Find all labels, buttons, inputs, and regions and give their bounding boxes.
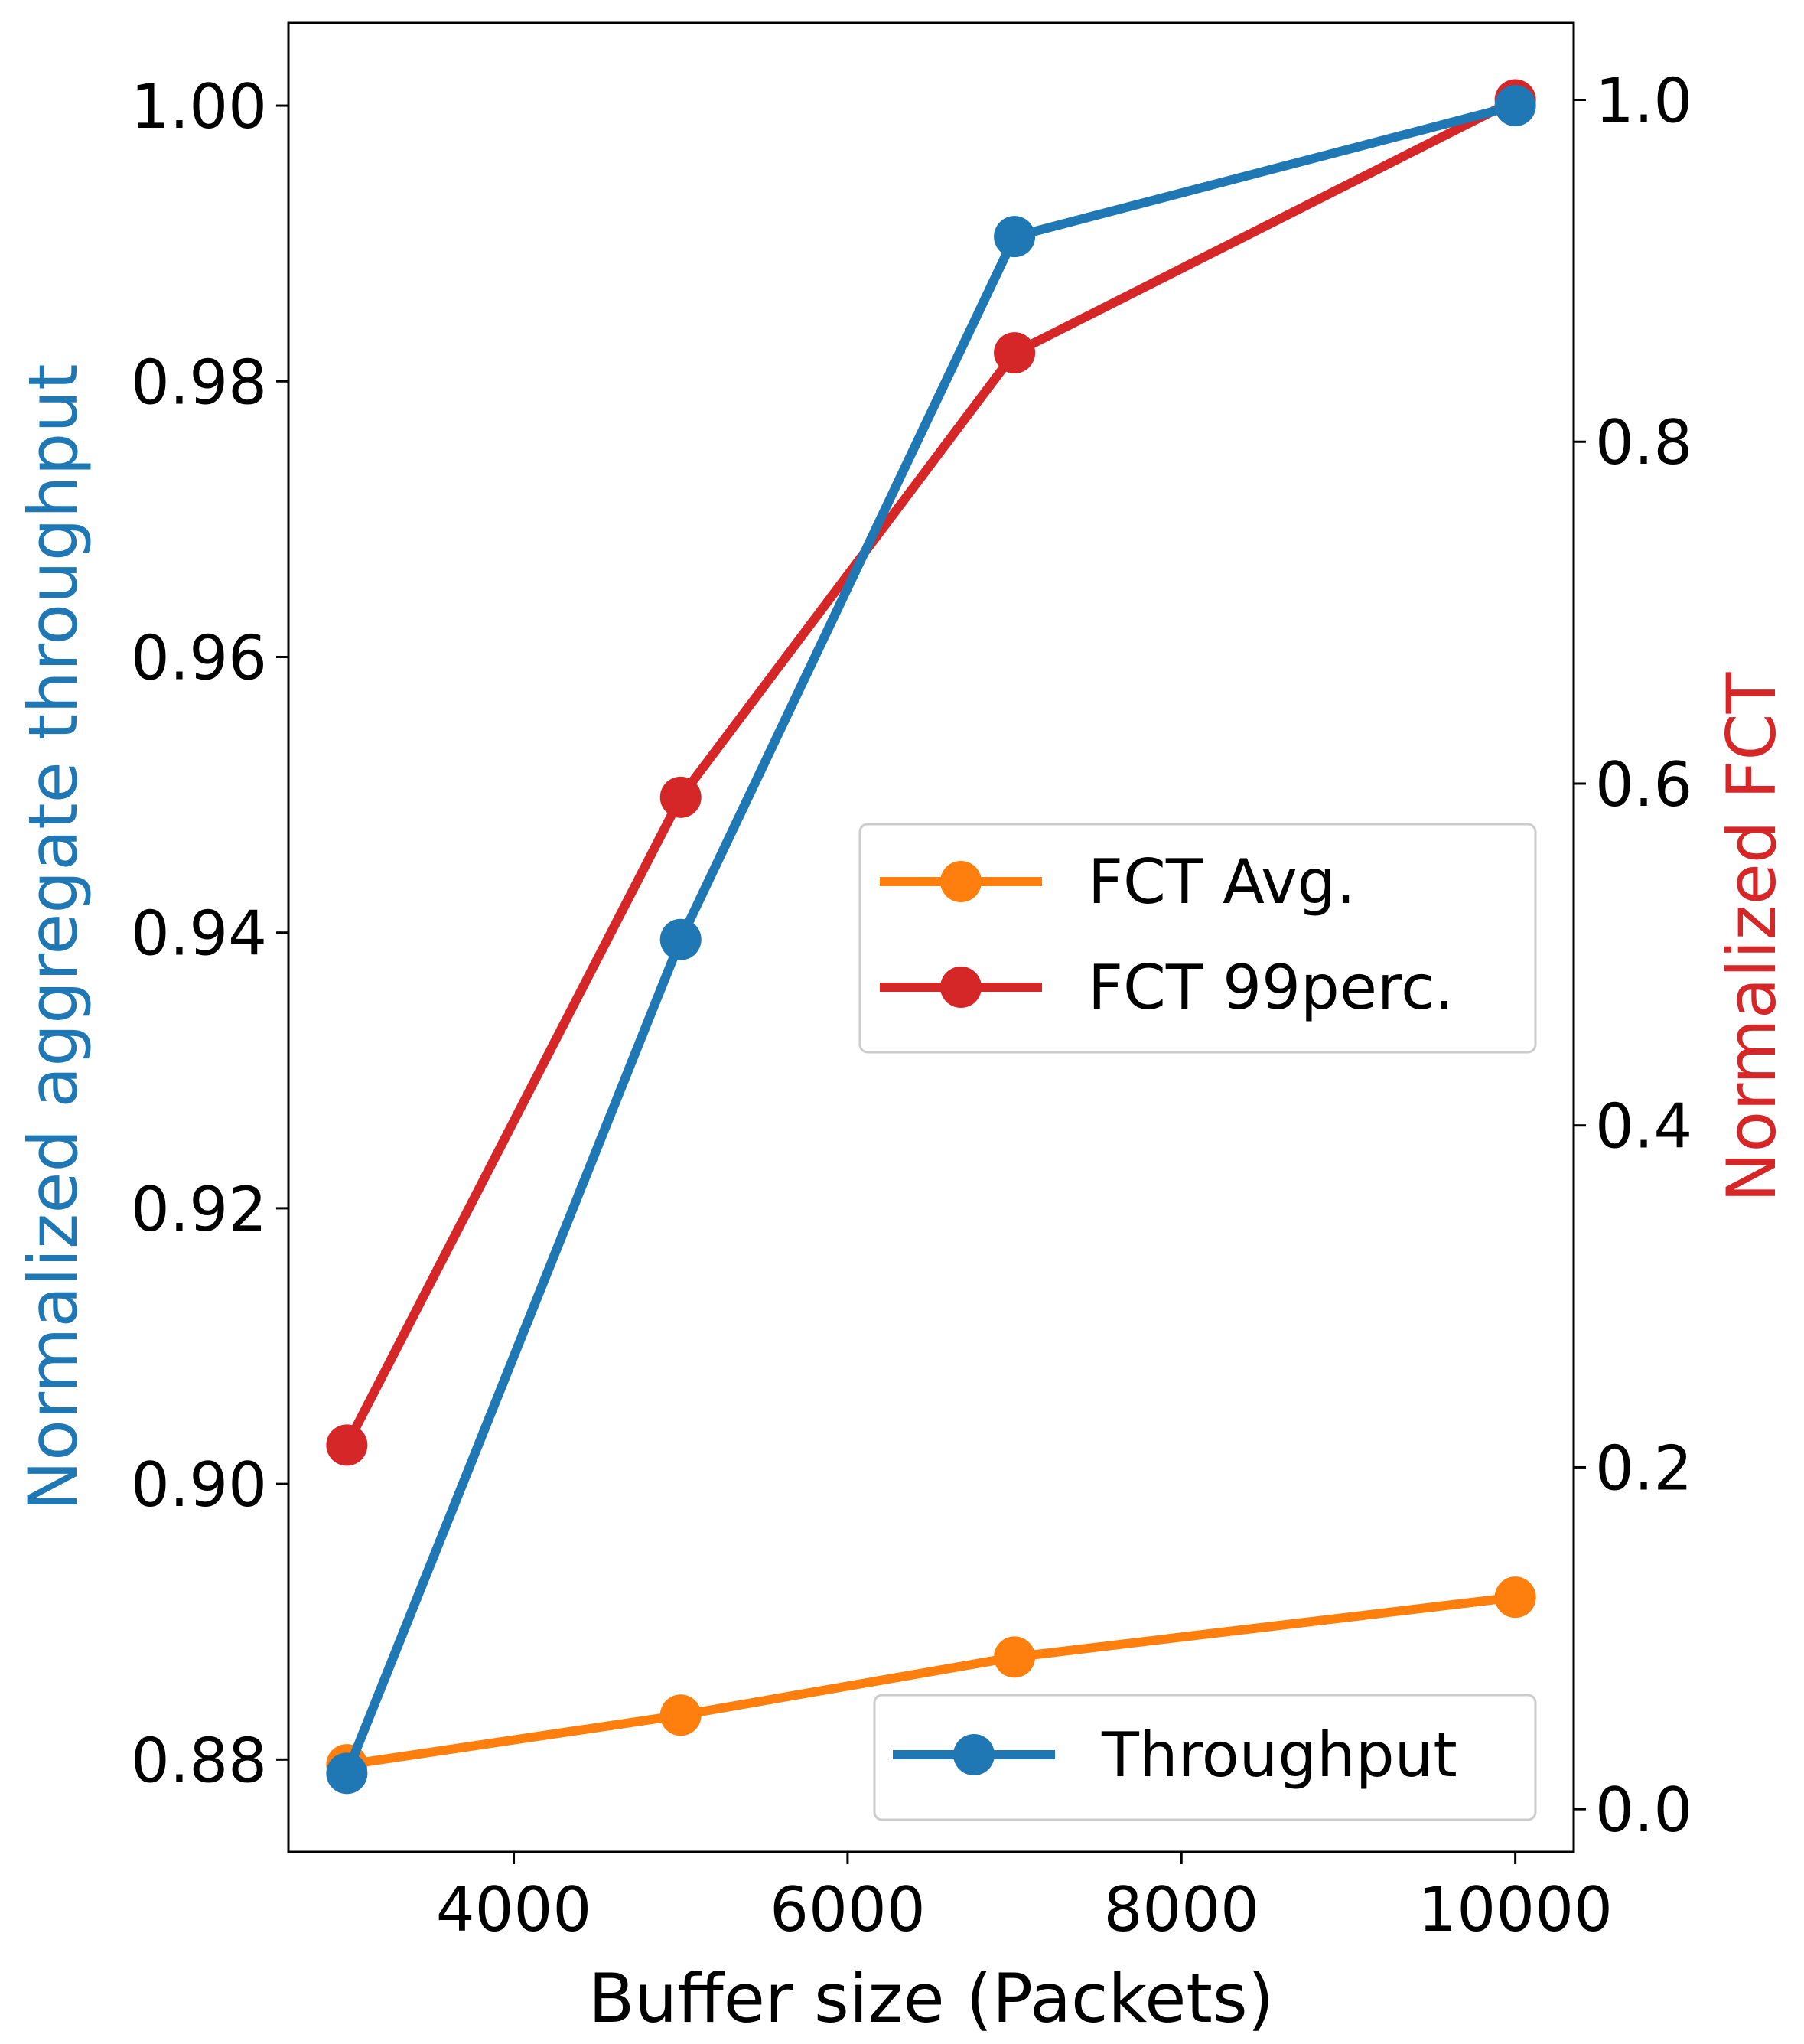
x-axis-ticks: 4000 6000 8000 10000 [436, 1852, 1613, 1945]
data-point-fct-99perc [326, 1424, 368, 1466]
legend-throughput-marker [953, 1734, 995, 1775]
data-point-throughput [1494, 85, 1536, 127]
series-line-throughput [342, 101, 1517, 1775]
data-point-fct-avg [994, 1636, 1036, 1678]
legend-fct-avg-marker [940, 861, 982, 902]
data-point-throughput [994, 216, 1036, 258]
legend-fct-99-label: FCT 99perc. [1088, 952, 1454, 1023]
x-axis-label: Buffer size (Packets) [588, 1959, 1274, 2038]
data-point-fct-avg [659, 1694, 702, 1736]
left-y-axis-ticks: 0.88 0.90 0.92 0.94 0.96 0.98 1.00 [131, 71, 288, 1796]
right-y-tick-label: 0.2 [1595, 1433, 1692, 1504]
left-y-tick-label: 0.98 [131, 347, 267, 418]
x-tick-label: 6000 [770, 1874, 926, 1945]
right-y-axis-ticks: 0.0 0.2 0.4 0.6 0.8 1.0 [1574, 66, 1692, 1846]
data-point-throughput [326, 1752, 368, 1795]
series-throughput [326, 85, 1536, 1795]
data-point-throughput [659, 918, 702, 960]
right-y-tick-label: 0.0 [1595, 1775, 1692, 1846]
x-tick-label: 4000 [436, 1874, 592, 1945]
data-point-fct-avg [1494, 1576, 1536, 1619]
legend-fct-avg-label: FCT Avg. [1088, 846, 1356, 918]
x-tick-label: 10000 [1418, 1874, 1613, 1945]
legend-throughput-label: Throughput [1101, 1720, 1457, 1791]
left-y-axis-label: Normalized aggregate throughput [14, 363, 93, 1511]
x-tick-label: 8000 [1103, 1874, 1259, 1945]
right-y-axis-label: Normalized FCT [1712, 671, 1791, 1202]
legend-entry-fct-99: FCT 99perc. [880, 952, 1454, 1023]
right-y-tick-label: 0.8 [1595, 407, 1692, 478]
legend-entry-fct-avg: FCT Avg. [880, 846, 1356, 918]
left-y-tick-label: 0.96 [131, 622, 267, 693]
left-y-tick-label: 1.00 [131, 71, 267, 142]
left-y-tick-label: 0.88 [131, 1725, 267, 1796]
legend-entry-throughput: Throughput [893, 1720, 1457, 1791]
right-y-tick-label: 1.0 [1595, 66, 1692, 137]
series-line-fct-99perc [343, 96, 1518, 1448]
legend-throughput: Throughput [873, 1694, 1537, 1821]
plot-frame [287, 21, 1575, 1853]
data-point-fct-99perc [994, 332, 1036, 374]
left-y-tick-label: 0.92 [131, 1174, 267, 1245]
legend-fct-99-marker [940, 967, 982, 1008]
right-y-tick-label: 0.4 [1595, 1091, 1692, 1162]
legend-fct: FCT Avg. FCT 99perc. [858, 823, 1537, 1054]
data-point-fct-99perc [659, 776, 702, 818]
series-layer [326, 79, 1536, 1795]
left-y-tick-label: 0.90 [131, 1449, 267, 1521]
legend-throughput-box [873, 1694, 1537, 1821]
series-fct-99perc [326, 79, 1536, 1466]
right-y-tick-label: 0.6 [1595, 749, 1692, 820]
left-y-tick-label: 0.94 [131, 898, 267, 970]
series-line-fct-avg [346, 1592, 1516, 1770]
